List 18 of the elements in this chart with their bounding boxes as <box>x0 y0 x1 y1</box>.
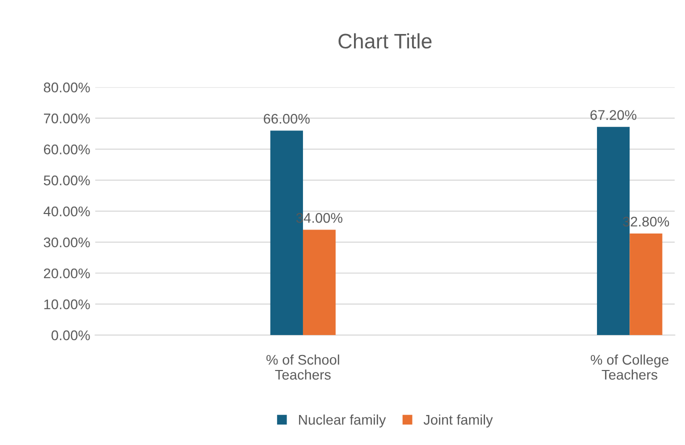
bar <box>630 233 662 336</box>
data-label: 66.00% <box>264 114 310 124</box>
chart-title: Chart Title <box>338 33 432 49</box>
legend-label: Joint family <box>424 414 493 428</box>
legend-label: Nuclear family <box>299 414 386 428</box>
y-tick-label: 70.00% <box>44 114 90 124</box>
y-tick-label: 0.00% <box>52 330 90 340</box>
y-tick-label: 60.00% <box>44 144 90 154</box>
y-tick-label: 20.00% <box>44 268 90 278</box>
bar <box>302 230 336 336</box>
y-tick-label: 40.00% <box>44 206 90 216</box>
data-label: 67.20% <box>590 110 636 120</box>
y-tick-label: 50.00% <box>44 176 90 186</box>
y-tick-label: 80.00% <box>44 82 90 92</box>
y-tick-label: 10.00% <box>44 299 90 310</box>
x-tick-label: % of School Teachers <box>266 354 340 380</box>
y-tick-label: 30.00% <box>44 237 90 248</box>
x-tick-label: % of College Teachers <box>590 354 668 380</box>
